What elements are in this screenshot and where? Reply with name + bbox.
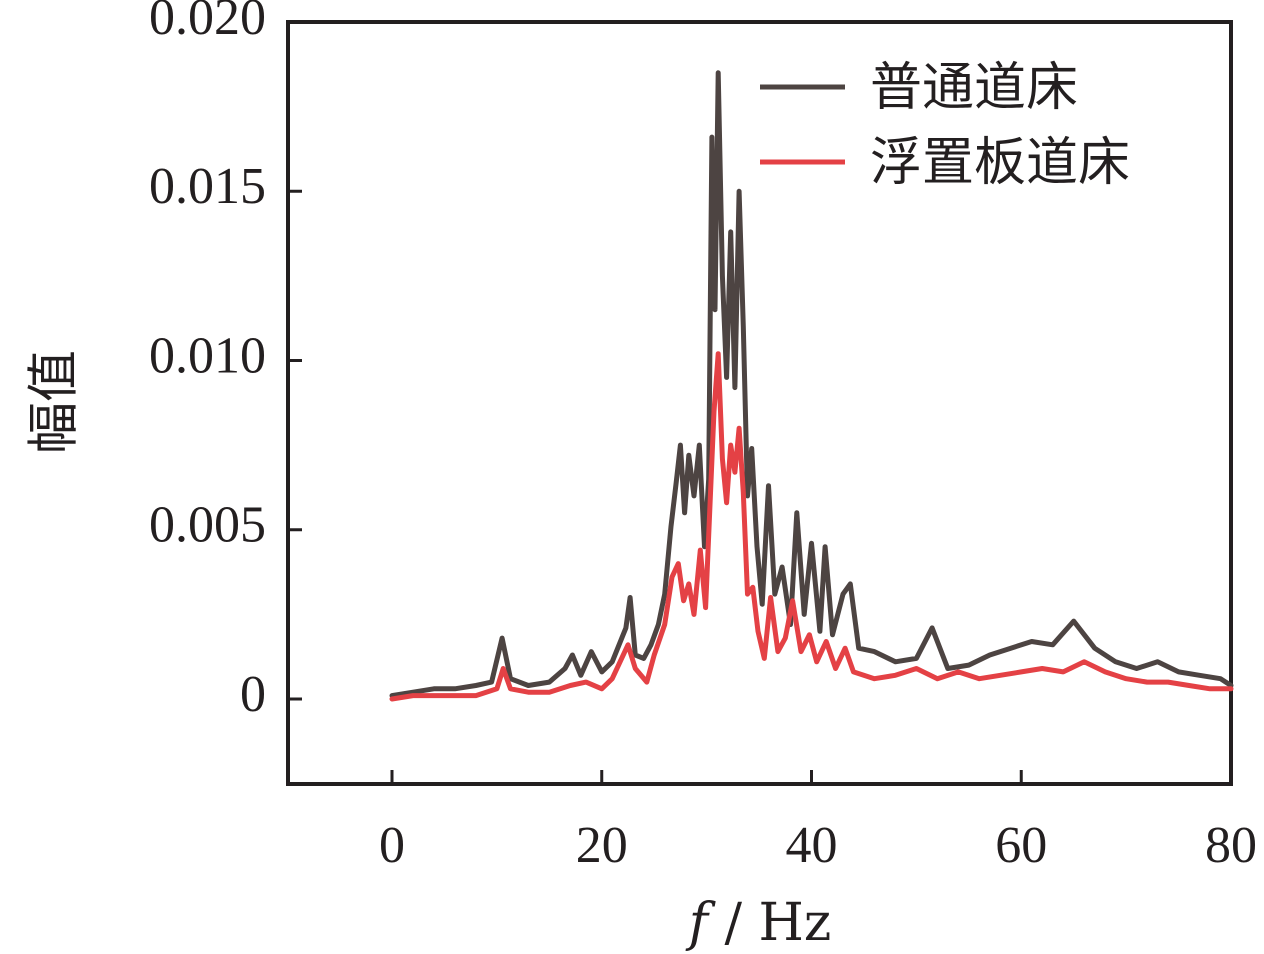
legend-label-0: 普通道床 [870, 58, 1078, 118]
series-line-0 [389, 70, 1234, 699]
x-tick-label: 20 [576, 817, 628, 874]
y-tick-label: 0.015 [149, 158, 266, 215]
x-axis-label: f / Hz [685, 893, 832, 953]
y-tick-label: 0.020 [149, 0, 266, 46]
legend: 普通道床 浮置板道床 [760, 58, 1130, 193]
x-axis-unit: / Hz [708, 893, 831, 953]
legend-label-1: 浮置板道床 [870, 133, 1130, 193]
y-axis: 0 0.005 0.010 0.015 0.020 [149, 0, 302, 723]
y-tick-label: 0 [240, 666, 266, 723]
x-axis: 0 20 40 60 80 [379, 770, 1257, 874]
y-tick-label: 0.005 [149, 497, 266, 554]
x-tick-label: 80 [1205, 817, 1257, 874]
y-axis-label: 幅值 [25, 350, 85, 454]
series-layer [389, 70, 1234, 702]
y-tick-label: 0.010 [149, 327, 266, 384]
plot-frame [286, 20, 1233, 786]
x-tick-label: 0 [379, 817, 405, 874]
x-tick-label: 40 [786, 817, 838, 874]
x-tick-label: 60 [995, 817, 1047, 874]
series-line-1 [389, 351, 1234, 702]
